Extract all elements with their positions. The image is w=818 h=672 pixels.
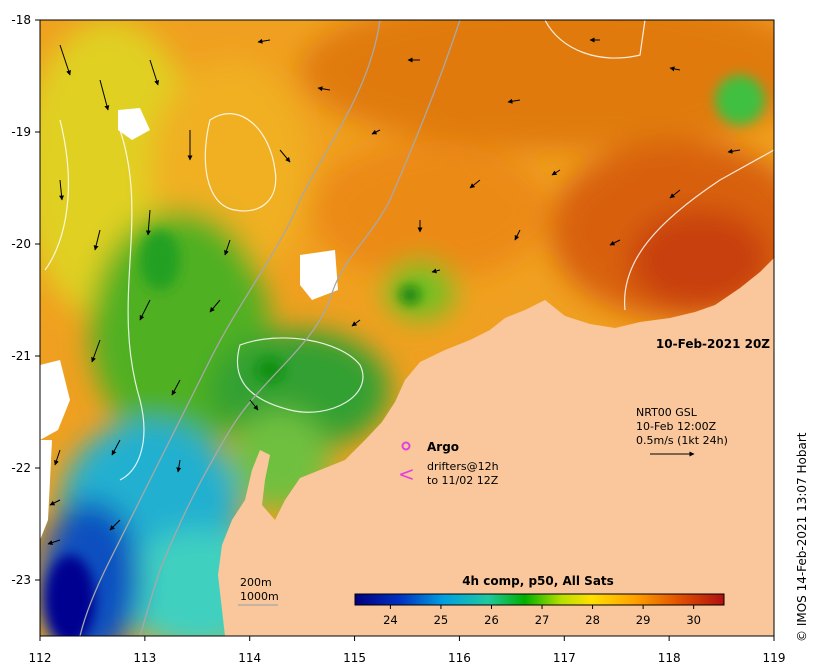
colorbar-tick-label: 28 <box>585 613 600 627</box>
current-legend-line3: 0.5m/s (1kt 24h) <box>636 434 728 447</box>
colorbar: 4h comp, p50, All Sats 24 25 26 27 28 29 30 <box>354 574 725 627</box>
isobath-1000m: 1000m <box>240 590 279 603</box>
colorbar-tick-label: 29 <box>636 613 651 627</box>
sst-field <box>40 20 774 636</box>
x-tick-label: 117 <box>553 651 576 665</box>
timestamp: 10-Feb-2021 20Z <box>656 337 770 351</box>
current-legend: NRT00 GSL 10-Feb 12:00Z 0.5m/s (1kt 24h) <box>636 406 728 457</box>
colorbar-gradient <box>354 593 725 606</box>
isobaths <box>79 20 461 636</box>
drifters-line2: to 11/02 12Z <box>427 474 499 487</box>
y-tick-label: -19 <box>11 125 31 139</box>
contours <box>44 20 774 481</box>
x-tick-label: 113 <box>133 651 156 665</box>
x-tick-label: 115 <box>343 651 366 665</box>
y-tick-label: -21 <box>11 349 31 363</box>
y-tick-label: -22 <box>11 461 31 475</box>
x-tick-label: 114 <box>238 651 261 665</box>
colorbar-tick-label: 30 <box>686 613 701 627</box>
y-axis: -18 -19 -20 -21 -22 -23 <box>11 13 40 587</box>
current-legend-line2: 10-Feb 12:00Z <box>636 420 717 433</box>
y-tick-label: -18 <box>11 13 31 27</box>
current-legend-line1: NRT00 GSL <box>636 406 698 419</box>
drifters-line1: drifters@12h <box>427 460 499 473</box>
x-tick-label: 116 <box>448 651 471 665</box>
x-axis: 112 113 114 115 116 117 118 119 <box>29 636 786 665</box>
colorbar-title: 4h comp, p50, All Sats <box>462 574 614 588</box>
drifter-symbol-icon: < <box>398 462 415 486</box>
y-tick-label: -23 <box>11 573 31 587</box>
argo-label: Argo <box>427 440 459 454</box>
colorbar-tick-label: 24 <box>383 613 398 627</box>
current-vectors <box>47 37 741 545</box>
argo-legend: Argo < drifters@12h to 11/02 12Z <box>398 440 499 487</box>
isobath-legend: 200m 1000m <box>238 576 279 606</box>
x-tick-label: 119 <box>763 651 786 665</box>
credit-text: © IMOS 14-Feb-2021 13:07 Hobart <box>795 432 809 642</box>
x-tick-label: 118 <box>658 651 681 665</box>
colorbar-tick-label: 25 <box>434 613 449 627</box>
x-tick-label: 112 <box>29 651 52 665</box>
argo-marker-icon <box>401 441 411 451</box>
map-frame <box>39 19 775 637</box>
isobath-200m: 200m <box>240 576 272 589</box>
colorbar-tick-label: 27 <box>535 613 550 627</box>
land <box>218 258 774 636</box>
y-tick-label: -20 <box>11 237 31 251</box>
colorbar-tick-label: 26 <box>484 613 499 627</box>
